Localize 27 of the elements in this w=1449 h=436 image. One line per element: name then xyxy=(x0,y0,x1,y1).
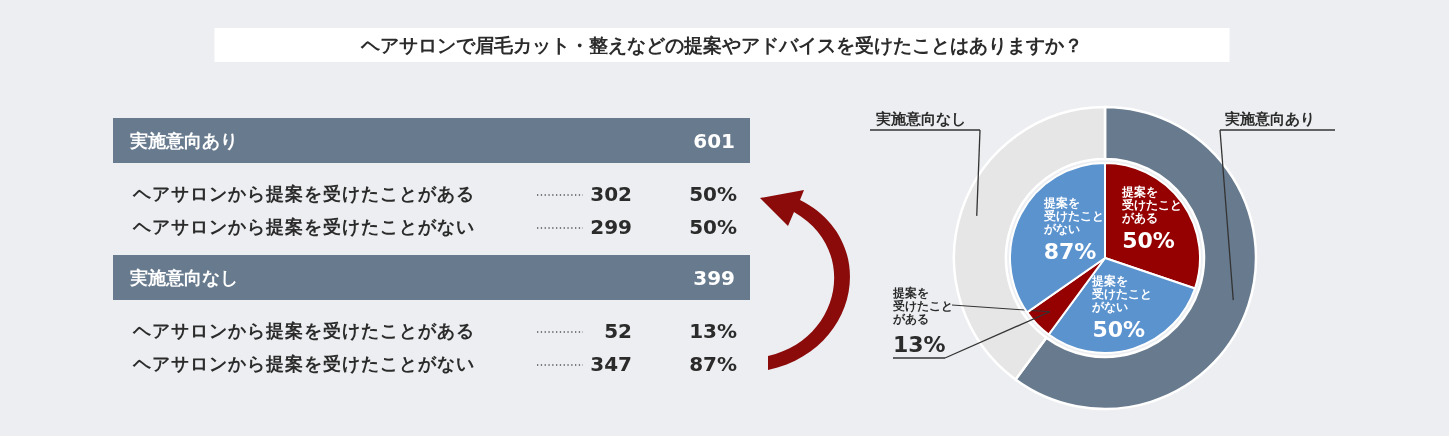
text: ヘアサロンで眉毛カット・整えなどの提案やアドバイスを受けたことはありますか？ xyxy=(360,34,1083,56)
text: 50% xyxy=(1092,317,1146,343)
text: 50% xyxy=(689,182,737,206)
slice-label: 提案を受けたことがない xyxy=(1042,195,1104,236)
text: 50% xyxy=(1122,228,1175,254)
text: 実施意向あり xyxy=(129,130,238,151)
slice-label: 実施意向あり xyxy=(1224,110,1315,128)
slice-label: 実施意向なし xyxy=(875,110,966,128)
text: 399 xyxy=(693,266,735,290)
slice-label: 提案を受けたことがある xyxy=(892,286,953,326)
text: ヘアサロンから提案を受けたことがある xyxy=(132,320,475,341)
slice-label: 提案を受けたことがない xyxy=(1091,274,1153,315)
text: 50% xyxy=(689,215,737,239)
text: 601 xyxy=(693,129,735,153)
text: ヘアサロンから提案を受けたことがない xyxy=(132,353,475,374)
text: 347 xyxy=(590,352,632,376)
text: 実施意向なし xyxy=(129,267,238,288)
text: 302 xyxy=(590,182,632,206)
text: 52 xyxy=(604,319,632,343)
text: 87% xyxy=(689,352,737,376)
text: 13% xyxy=(689,319,737,343)
slice-label: 提案を受けたことがある xyxy=(1121,185,1183,226)
text: 87% xyxy=(1043,238,1097,264)
text: ヘアサロンから提案を受けたことがある xyxy=(132,183,475,204)
text: 13% xyxy=(893,332,946,357)
text: ヘアサロンから提案を受けたことがない xyxy=(132,216,475,237)
text: 299 xyxy=(590,215,632,239)
